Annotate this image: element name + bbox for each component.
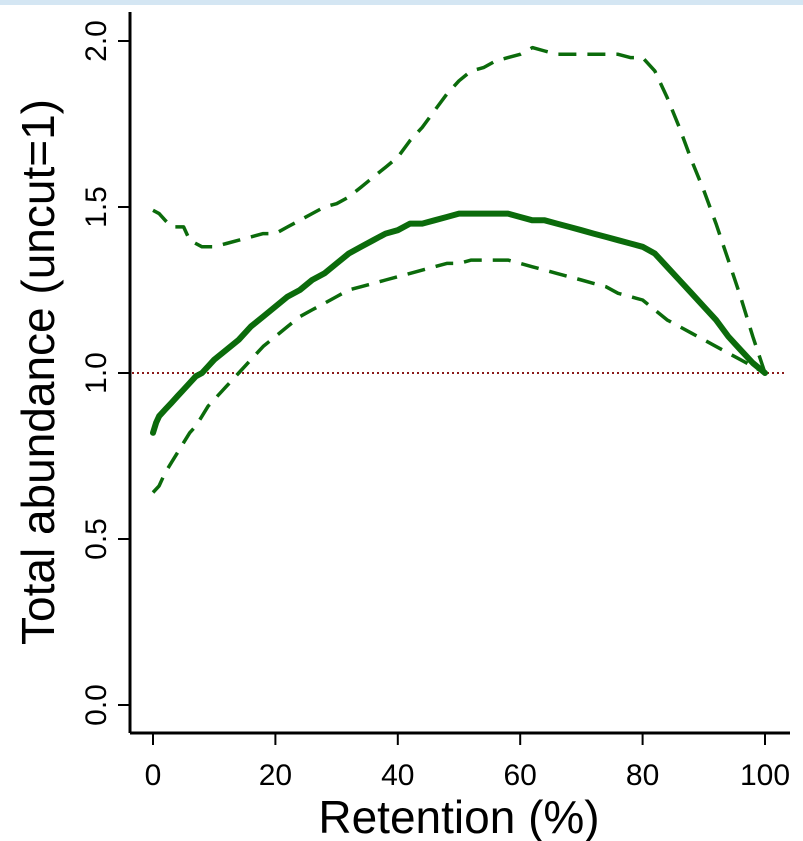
series-upper-bound-line [152,45,767,374]
x-tick-label: 80 [626,759,659,792]
y-tick-label: 1.0 [80,352,113,394]
x-tick-labels: 0 20 40 60 80 100 [145,759,790,792]
x-tick-label: 0 [145,759,162,792]
y-tick-label: 2.0 [80,20,113,62]
y-tick-label: 0.5 [80,518,113,560]
x-axis-title: Retention (%) [318,791,599,841]
axes [118,12,790,745]
x-tick-label: 100 [740,759,790,792]
series-mean-line [150,210,768,436]
series-lower-bound-line [151,258,766,494]
series-layer [150,45,768,494]
x-tick-label: 20 [259,759,292,792]
y-tick-labels: 0.0 0.5 1.0 1.5 2.0 [80,20,113,726]
window-top-strip [0,0,803,5]
y-axis-title: Total abundance (uncut=1) [12,99,64,645]
x-tick-label: 40 [381,759,414,792]
y-tick-label: 1.5 [80,186,113,228]
x-tick-label: 60 [504,759,537,792]
y-tick-label: 0.0 [80,684,113,726]
